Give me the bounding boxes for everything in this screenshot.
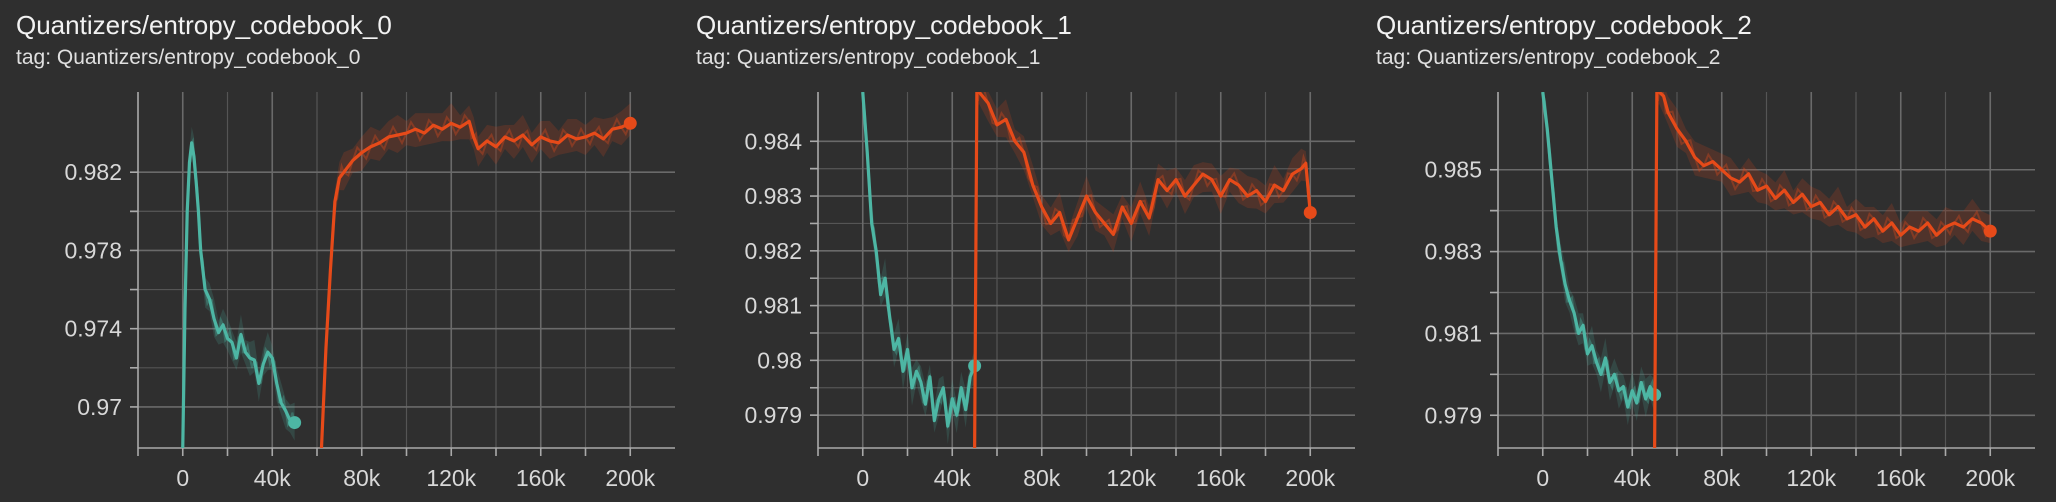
series-line-1: [319, 119, 631, 448]
y-tick-label: 0.982: [744, 238, 802, 264]
chart-plot-1[interactable]: 0 40k 80k 120k 160k 200k 0.979 0.98 0.981 0.982 0.…: [680, 0, 1360, 502]
chart-panel-1: Quantizers/entropy_codebook_1 tag: Quant…: [680, 0, 1360, 502]
chart-subtitle: tag: Quantizers/entropy_codebook_0: [16, 46, 361, 69]
chart-title: Quantizers/entropy_codebook_1: [696, 10, 1072, 40]
y-tick-label: 0.983: [744, 183, 802, 209]
series-band-1: [974, 92, 1311, 448]
chart-plot-2[interactable]: 0 40k 80k 120k 160k 200k 0.979 0.981 0.983 0.985: [1360, 0, 2040, 502]
series-line-1: [973, 92, 1312, 448]
grid: [138, 92, 675, 448]
series-end-point-1: [623, 116, 637, 130]
x-tick-label: 120k: [1786, 465, 1836, 491]
series-0: [181, 126, 296, 448]
x-tick-label: 120k: [426, 465, 476, 491]
series-1: [319, 103, 632, 448]
chart-plot-0[interactable]: 0 40k 80k 120k 160k 200k 0.97 0.974 0.978 0.982: [0, 0, 680, 502]
y-tick-label: 0.981: [1424, 320, 1482, 346]
series-band-0: [862, 92, 975, 445]
chart-panel-2: Quantizers/entropy_codebook_2 tag: Quant…: [1360, 0, 2040, 502]
series-end-point-0: [288, 416, 302, 430]
x-tick-label: 40k: [1614, 465, 1652, 491]
series-raw-line-1: [1653, 92, 1991, 448]
y-tick-label: 0.97: [77, 394, 122, 420]
series-end-point-1: [1303, 205, 1317, 219]
series-end-point-1: [1983, 224, 1997, 238]
y-tick-label: 0.985: [1424, 157, 1482, 183]
y-tick-label: 0.984: [744, 128, 802, 154]
series-1: [973, 92, 1312, 448]
y-tick-label: 0.979: [744, 402, 802, 428]
x-tick-label: 80k: [343, 465, 381, 491]
series-line-0: [181, 141, 296, 448]
x-tick-label: 80k: [1703, 465, 1741, 491]
grid: [1498, 92, 2035, 448]
y-tick-label: 0.983: [1424, 239, 1482, 265]
y-tick-label: 0.98: [757, 347, 802, 373]
series-line-0: [861, 92, 977, 428]
x-tick-label: 0: [176, 465, 189, 491]
x-tick-label: 160k: [1196, 465, 1246, 491]
x-tick-label: 80k: [1023, 465, 1061, 491]
x-tick-label: 160k: [1876, 465, 1926, 491]
y-tick-label: 0.982: [64, 159, 122, 185]
y-tick-label: 0.981: [744, 293, 802, 319]
series-0: [861, 92, 977, 445]
y-tick-label: 0.978: [64, 237, 122, 263]
series-1: [1653, 92, 1992, 448]
grid: [818, 92, 1355, 448]
series-band-0: [182, 126, 295, 448]
x-tick-label: 0: [856, 465, 869, 491]
x-tick-label: 40k: [254, 465, 292, 491]
x-tick-label: 200k: [605, 465, 655, 491]
x-tick-label: 120k: [1106, 465, 1156, 491]
x-tick-label: 40k: [934, 465, 972, 491]
chart-title: Quantizers/entropy_codebook_0: [16, 10, 392, 40]
y-tick-label: 0.974: [64, 316, 122, 342]
chart-title: Quantizers/entropy_codebook_2: [1376, 10, 1752, 40]
series-raw-line-1: [320, 113, 632, 448]
chart-subtitle: tag: Quantizers/entropy_codebook_1: [696, 46, 1041, 69]
y-tick-label: 0.979: [1424, 402, 1482, 428]
x-tick-label: 200k: [1965, 465, 2015, 491]
series-line-0: [1541, 92, 1657, 409]
chart-panel-0: Quantizers/entropy_codebook_0 tag: Quant…: [0, 0, 680, 502]
x-tick-label: 200k: [1285, 465, 1335, 491]
series-band-1: [1654, 92, 1991, 448]
x-tick-label: 160k: [516, 465, 566, 491]
series-line-1: [1653, 92, 1992, 448]
x-tick-label: 0: [1536, 465, 1549, 491]
series-0: [1541, 92, 1657, 426]
chart-subtitle: tag: Quantizers/entropy_codebook_2: [1376, 46, 1721, 69]
